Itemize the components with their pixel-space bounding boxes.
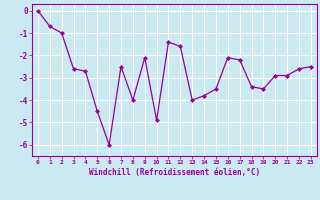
- X-axis label: Windchill (Refroidissement éolien,°C): Windchill (Refroidissement éolien,°C): [89, 168, 260, 177]
